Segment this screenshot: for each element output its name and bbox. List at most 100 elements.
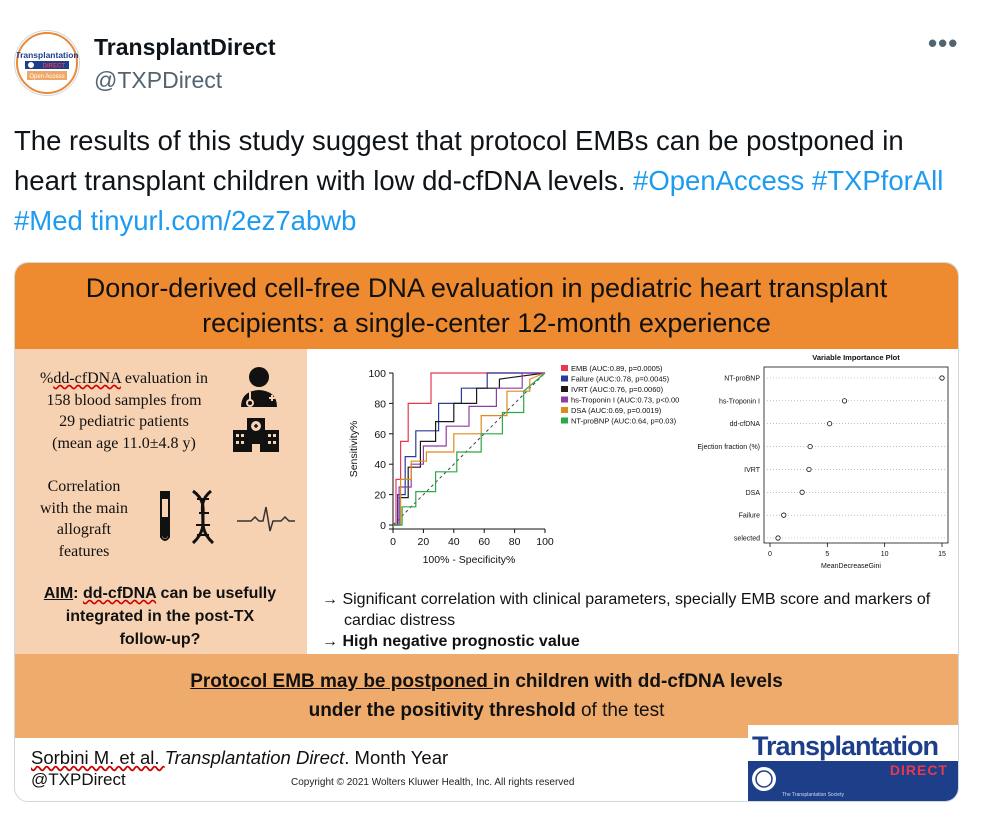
copyright: Copyright © 2021 Wolters Kluwer Health, … bbox=[291, 777, 575, 788]
vip-category-label: Failure bbox=[739, 513, 761, 520]
roc-series-line bbox=[393, 372, 545, 526]
vip-category-label: selected bbox=[734, 536, 760, 543]
vip-category-label: NT-proBNP bbox=[724, 376, 760, 383]
roc-y-tick-label: 100 bbox=[368, 368, 386, 380]
correlation-line-4: features bbox=[58, 542, 110, 560]
vip-category-label: hs-Troponin I bbox=[719, 398, 760, 405]
roc-legend-swatch bbox=[561, 407, 568, 413]
citation-date: . Month Year bbox=[344, 747, 449, 768]
roc-x-tick-label: 80 bbox=[509, 536, 521, 548]
citation-authors: Sorbini M. et al. bbox=[31, 747, 165, 768]
roc-legend-label: DSA (AUC:0.69, p=0.0019) bbox=[571, 406, 662, 415]
profile-avatar[interactable]: Transplantation DIRECT Open Access bbox=[14, 30, 80, 96]
conclusion-part-4: of the test bbox=[575, 700, 665, 721]
roc-x-axis-label: 100% - Specificity% bbox=[423, 554, 516, 566]
roc-legend-swatch bbox=[561, 386, 568, 392]
vip-category-label: dd-cfDNA bbox=[730, 421, 761, 428]
roc-legend-label: hs-Troponin I (AUC:0.73, p<0.00 bbox=[571, 396, 679, 405]
conclusion: Protocol EMB may be postponed in childre… bbox=[15, 667, 958, 725]
roc-legend-label: EMB (AUC:0.89, p=0.0005) bbox=[571, 364, 663, 373]
vip-point bbox=[939, 375, 945, 381]
finding-1-line-1: → Significant correlation with clinical … bbox=[322, 591, 931, 608]
roc-legend-label: Failure (AUC:0.78, p=0.0045) bbox=[571, 375, 670, 384]
vip-x-tick-label: 15 bbox=[938, 551, 946, 558]
vip-point bbox=[827, 421, 833, 427]
tweet-url-link[interactable]: tinyurl.com/2ez7abwb bbox=[90, 205, 357, 236]
conclusion-part-2: in children with dd-cfDNA levels bbox=[493, 671, 783, 692]
doctor-icon bbox=[241, 367, 277, 407]
vip-point bbox=[841, 398, 848, 404]
findings: → Significant correlation with clinical … bbox=[322, 589, 952, 652]
conclusion-part-1: Protocol EMB may be postponed bbox=[190, 671, 494, 692]
vip-point bbox=[799, 489, 805, 495]
vip-category-label: IVRT bbox=[744, 467, 761, 474]
logo-direct: DIRECT bbox=[890, 762, 948, 778]
roc-legend-label: IVRT (AUC:0.76, p=0.0060) bbox=[571, 385, 664, 394]
aim-line-3: follow-up? bbox=[119, 631, 201, 648]
roc-x-tick-label: 100 bbox=[536, 536, 554, 548]
roc-x-tick-label: 60 bbox=[478, 536, 490, 548]
roc-x-tick-label: 0 bbox=[390, 536, 396, 548]
vip-x-tick-label: 10 bbox=[881, 551, 889, 558]
aim-colon: : bbox=[73, 585, 83, 602]
study-line-3: 29 pediatric patients bbox=[59, 413, 189, 430]
dna-icon bbox=[191, 489, 215, 545]
roc-legend-swatch bbox=[561, 417, 568, 424]
aim-line-2: integrated in the post-TX bbox=[65, 608, 255, 625]
vip-point bbox=[775, 535, 781, 541]
finding-2-arrow: → bbox=[322, 633, 343, 650]
avatar-line3: Open Access bbox=[29, 74, 64, 80]
citation-journal: Transplantation Direct bbox=[164, 747, 345, 768]
tweet-body: The results of this study suggest that p… bbox=[14, 125, 904, 196]
conclusion-part-3: under the positivity threshold bbox=[308, 700, 576, 721]
avatar-line1: Transplantation bbox=[15, 50, 78, 60]
tweet-text: The results of this study suggest that p… bbox=[14, 121, 954, 241]
aim-term: dd-cfDNA bbox=[82, 585, 157, 602]
vip-point bbox=[781, 512, 787, 518]
vip-x-tick-label: 5 bbox=[825, 551, 829, 558]
title-band bbox=[15, 263, 958, 349]
avatar-line2: DIRECT bbox=[43, 64, 66, 70]
display-name[interactable]: TransplantDirect bbox=[94, 34, 276, 60]
percent-sign: % bbox=[40, 370, 54, 387]
vip-point bbox=[806, 466, 812, 473]
hashtag-openaccess[interactable]: #OpenAccess bbox=[633, 165, 805, 196]
study-line-4: (mean age 11.0±4.8 y) bbox=[52, 434, 196, 452]
vip-category-label: Ejection fraction (%) bbox=[697, 444, 760, 451]
finding-2: → High negative prognostic value bbox=[322, 631, 952, 652]
study-description: %dd-cfDNA evaluation in 158 blood sample… bbox=[29, 368, 219, 454]
transplantation-direct-avatar-logo: Transplantation DIRECT Open Access bbox=[15, 32, 79, 94]
vip-title: Variable Importance Plot bbox=[812, 353, 900, 362]
correlation-text: Correlation with the main allograft feat… bbox=[19, 476, 149, 562]
footer-handle: @TXPDirect bbox=[31, 770, 126, 789]
vip-marks: Variable Importance Plot NT-proBNP hs-Trop… bbox=[697, 353, 949, 570]
vip-point bbox=[807, 443, 813, 450]
study-line-2: 158 blood samples from bbox=[46, 391, 202, 409]
aim-statement: AIM: dd-cfDNA can be usefully integrated… bbox=[21, 582, 299, 651]
aim-label: AIM bbox=[43, 585, 74, 602]
roc-marks: 0 20 40 60 80 100 0 20 40 60 80 100 100% - Specifici… bbox=[348, 364, 679, 566]
hashtag-med[interactable]: #Med bbox=[14, 205, 83, 236]
variable-importance-plot: Variable Importance Plot NT-proBNP hs-Trop… bbox=[697, 353, 949, 570]
study-line-1-rest: evaluation in bbox=[120, 370, 208, 387]
roc-y-tick-label: 0 bbox=[380, 520, 386, 532]
roc-y-tick-label: 80 bbox=[374, 398, 386, 410]
roc-series-line bbox=[393, 372, 546, 526]
title-line-2: recipients: a single-center 12-month exp… bbox=[202, 308, 771, 338]
conclusion-line-1: Protocol EMB may be postponed in childre… bbox=[15, 667, 958, 696]
roc-legend-swatch bbox=[561, 365, 568, 371]
hashtag-txpforall[interactable]: #TXPforAll bbox=[811, 165, 944, 196]
roc-series-line bbox=[393, 372, 546, 526]
heartbeat-icon bbox=[237, 506, 295, 532]
roc-y-tick-label: 20 bbox=[374, 490, 386, 502]
user-handle[interactable]: @TXPDirect bbox=[94, 67, 223, 93]
roc-x-tick-label: 20 bbox=[418, 536, 430, 548]
roc-series-line bbox=[393, 372, 546, 526]
media-card[interactable]: Donor-derived cell-free DNA evaluation i… bbox=[14, 262, 959, 802]
correlation-line-3: allograft bbox=[56, 521, 112, 538]
journal-logo: Transplantation DIRECT The Transplantati… bbox=[748, 725, 958, 801]
roc-y-tick-label: 40 bbox=[374, 459, 386, 471]
more-options-icon[interactable]: ••• bbox=[928, 28, 959, 58]
roc-y-axis-label: Sensitivity% bbox=[348, 421, 360, 478]
study-term: dd-cfDNA bbox=[53, 370, 121, 387]
